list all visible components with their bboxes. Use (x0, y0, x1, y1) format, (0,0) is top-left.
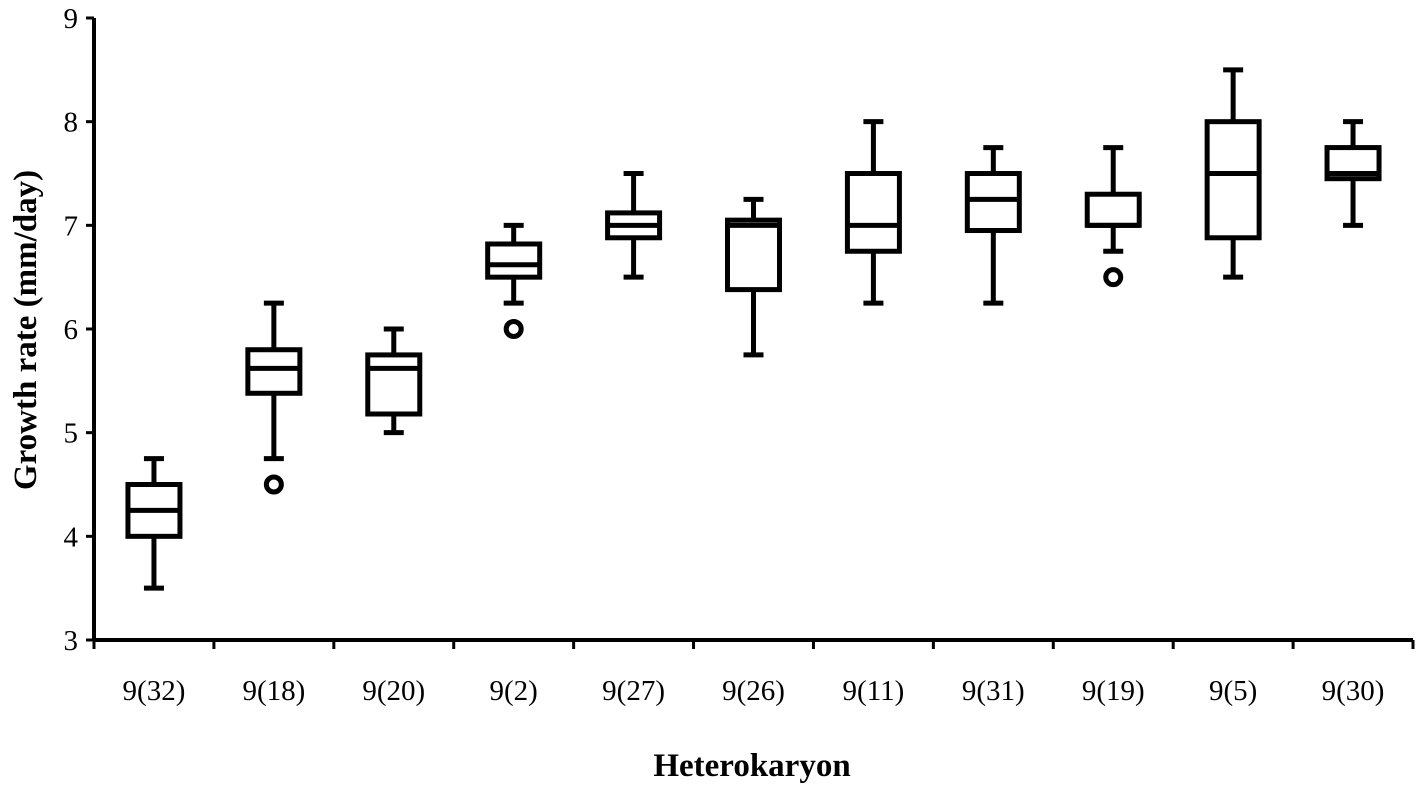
iqr-box (245, 347, 303, 396)
y-tick-label: 5 (64, 418, 79, 450)
box-9(30) (1324, 119, 1382, 228)
iqr-box (844, 171, 902, 254)
box-9(32) (125, 456, 183, 591)
x-axis: 9(32) 9(18) 9(20) 9(2) 9(27) 9(26) 9(11) 9(31) 9… (92, 638, 1415, 707)
outlier-point (1103, 267, 1124, 288)
y-tick-label: 6 (64, 314, 79, 346)
x-tick-label: 9(27) (602, 675, 665, 707)
boxes (125, 67, 1382, 591)
x-axis-title: Heterokaryon (653, 748, 850, 784)
y-tick-label: 8 (64, 107, 79, 139)
y-axis-title: Growth rate (mm/day) (8, 170, 44, 490)
iqr-box (964, 171, 1022, 234)
iqr-box (725, 217, 782, 293)
x-tick-label: 9(19) (1082, 675, 1145, 707)
x-tick-label: 9(30) (1322, 675, 1385, 707)
x-tick-label: 9(11) (843, 675, 905, 707)
outlier-point (263, 474, 284, 495)
box-9(31) (964, 145, 1022, 306)
y-tick-label: 3 (64, 625, 79, 657)
iqr-box (485, 241, 543, 280)
iqr-box (365, 352, 423, 417)
x-tick-label: 9(18) (242, 675, 305, 707)
x-tick-label: 9(32) (123, 675, 186, 707)
y-tick-label: 4 (64, 521, 79, 553)
box-9(5) (1204, 67, 1262, 280)
iqr-box (1084, 191, 1142, 228)
box-9(20) (365, 326, 423, 436)
box-9(26) (725, 196, 782, 358)
box-9(18) (245, 300, 303, 495)
box-9(19) (1084, 145, 1142, 288)
x-tick-label: 9(26) (722, 675, 785, 707)
x-tick-label: 9(31) (962, 675, 1025, 707)
x-tick-label: 9(2) (490, 675, 538, 707)
x-tick-label: 9(5) (1209, 675, 1257, 707)
y-axis: 3 4 5 6 7 8 9 (64, 3, 96, 657)
outlier-point (503, 319, 524, 339)
box-9(11) (844, 119, 902, 306)
y-tick-label: 9 (64, 3, 79, 35)
box-9(2) (485, 222, 543, 339)
y-tick-label: 7 (64, 210, 79, 242)
iqr-box (1204, 119, 1262, 241)
box-9(27) (605, 171, 663, 280)
x-tick-label: 9(20) (362, 675, 425, 707)
